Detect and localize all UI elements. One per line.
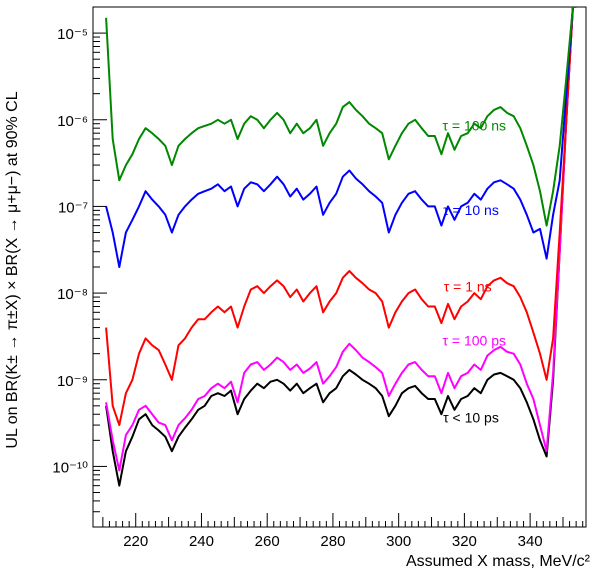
y-tick-label: 10⁻⁸: [57, 286, 88, 303]
y-tick-label: 10⁻⁷: [58, 199, 88, 216]
series-label: τ = 100 ps: [442, 332, 506, 348]
x-axis: 220 240 260 280 300 320 340: [102, 513, 584, 550]
series-label: τ < 10 ps: [443, 410, 499, 426]
y-tick-label: 10⁻⁶: [57, 113, 88, 130]
series-line: [105, 7, 577, 472]
series-line: [105, 7, 577, 227]
x-axis-title: Assumed X mass, MeV/c²: [406, 553, 591, 570]
x-tick-label: 340: [518, 533, 543, 550]
x-tick-label: 240: [189, 533, 214, 550]
y-tick-label: 10⁻¹⁰: [52, 459, 88, 476]
x-tick-label: 280: [320, 533, 345, 550]
series-label: τ = 10 ns: [443, 202, 499, 218]
plot-frame: [92, 6, 587, 528]
y-axis-title: UL on BR(K± → π±X) × BR(X → μ+μ−) at 90%…: [4, 91, 21, 448]
x-tick-label: 260: [255, 533, 280, 550]
x-tick-label: 300: [386, 533, 411, 550]
series-label: τ = 1 ns: [444, 278, 492, 294]
plot-frame-border: [92, 6, 587, 528]
series-line: [105, 7, 577, 268]
x-tick-label: 320: [452, 533, 477, 550]
series-labels: τ = 100 ns τ = 10 ns τ = 1 ns τ = 100 ps τ <…: [442, 118, 506, 426]
x-tick-label: 220: [123, 533, 148, 550]
y-axis: 10⁻¹⁰ 10⁻⁹ 10⁻⁸ 10⁻⁷ 10⁻⁶ 10⁻⁵: [52, 6, 107, 528]
y-tick-label: 10⁻⁹: [57, 373, 88, 390]
series-line: [105, 7, 577, 487]
series-line: [105, 7, 577, 427]
series-lines: [105, 7, 577, 487]
series-label: τ = 100 ns: [442, 118, 506, 134]
y-tick-label: 10⁻⁵: [57, 26, 88, 43]
